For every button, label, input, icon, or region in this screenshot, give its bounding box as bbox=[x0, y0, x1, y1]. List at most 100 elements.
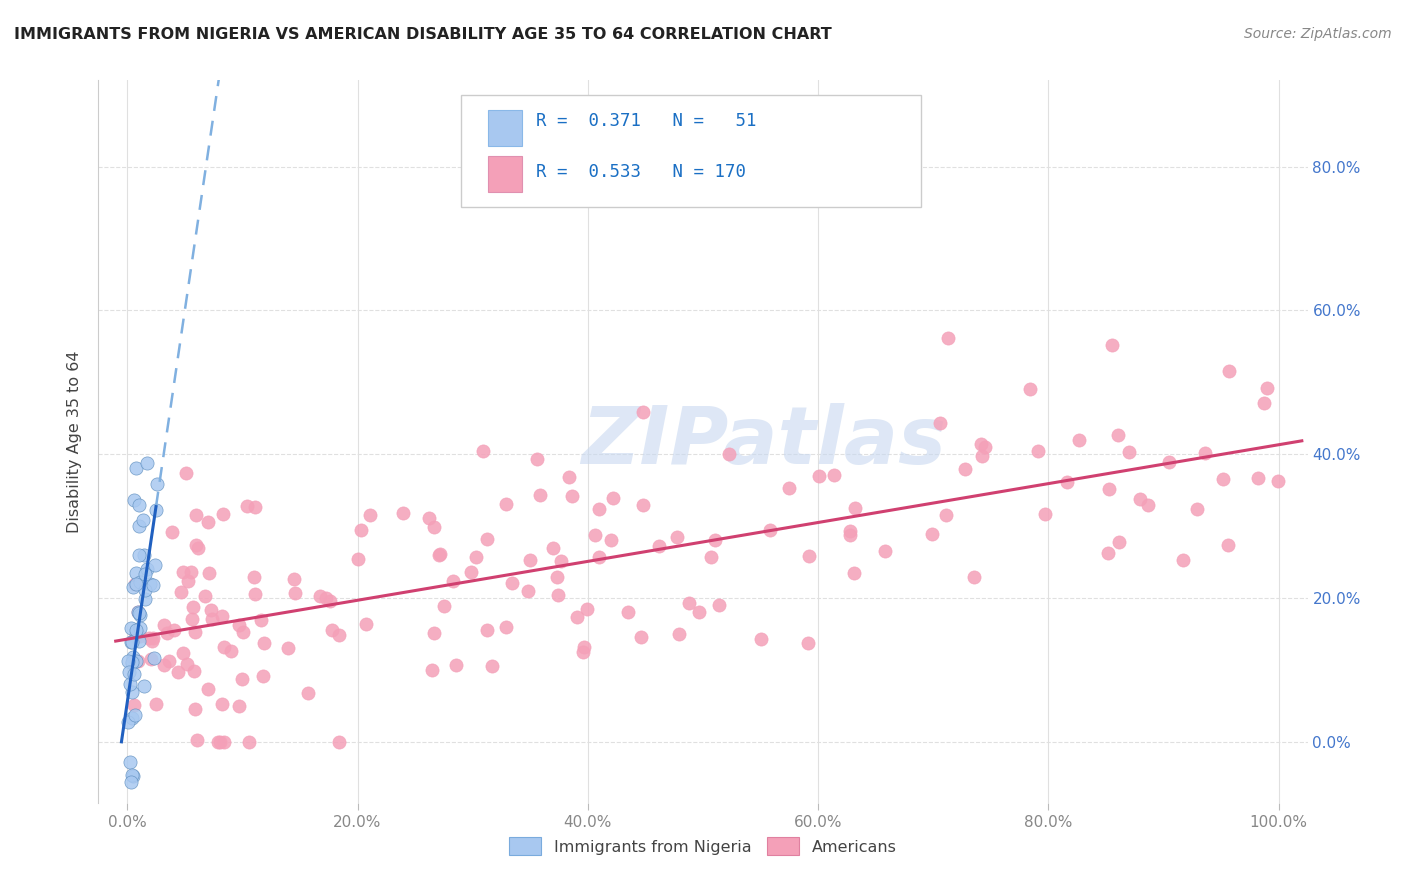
Point bbox=[1136, 498, 1159, 512]
Point bbox=[128, 575, 150, 590]
Text: ZIPatlas: ZIPatlas bbox=[581, 402, 946, 481]
Point bbox=[184, 538, 207, 552]
FancyBboxPatch shape bbox=[488, 155, 522, 192]
Point bbox=[283, 572, 305, 586]
Point bbox=[328, 734, 350, 748]
Point bbox=[125, 625, 148, 640]
Point bbox=[953, 462, 976, 476]
Point bbox=[125, 654, 148, 668]
Point bbox=[228, 698, 250, 713]
Point bbox=[152, 618, 174, 632]
Point bbox=[519, 553, 541, 567]
Point bbox=[588, 549, 610, 564]
Point bbox=[253, 635, 276, 649]
Point bbox=[128, 519, 150, 533]
Point bbox=[319, 593, 342, 607]
Point bbox=[142, 651, 165, 665]
Point bbox=[328, 628, 350, 642]
Point bbox=[170, 584, 193, 599]
Point bbox=[122, 580, 145, 594]
Point bbox=[127, 654, 149, 668]
Point bbox=[249, 613, 271, 627]
Point bbox=[243, 500, 266, 515]
Point bbox=[354, 617, 377, 632]
Point bbox=[211, 507, 233, 521]
Point bbox=[180, 612, 202, 626]
Point bbox=[117, 655, 139, 669]
Point bbox=[1194, 445, 1216, 459]
Point bbox=[160, 525, 183, 540]
Point bbox=[700, 550, 723, 565]
Point bbox=[201, 611, 224, 625]
Point bbox=[146, 477, 169, 491]
Point bbox=[516, 584, 538, 599]
Point bbox=[128, 629, 150, 643]
Point bbox=[799, 549, 821, 564]
Point bbox=[717, 447, 740, 461]
Point bbox=[797, 636, 820, 650]
Point bbox=[212, 640, 235, 654]
Point bbox=[703, 533, 725, 547]
Point bbox=[1118, 445, 1140, 459]
Point bbox=[177, 574, 200, 588]
Point bbox=[176, 657, 198, 671]
Point bbox=[970, 449, 993, 463]
Point bbox=[1212, 472, 1234, 486]
Point bbox=[122, 769, 145, 783]
FancyBboxPatch shape bbox=[488, 110, 522, 146]
Point bbox=[1097, 546, 1119, 560]
Point bbox=[844, 501, 866, 516]
Legend: Immigrants from Nigeria, Americans: Immigrants from Nigeria, Americans bbox=[501, 829, 905, 863]
Point bbox=[838, 528, 860, 542]
Point bbox=[120, 829, 142, 843]
Point bbox=[209, 734, 232, 748]
Point bbox=[471, 444, 494, 458]
Point bbox=[526, 452, 548, 467]
Point bbox=[197, 682, 219, 697]
Point bbox=[427, 548, 450, 562]
Point bbox=[128, 634, 150, 648]
Point bbox=[433, 599, 456, 613]
Point bbox=[118, 665, 141, 680]
Point bbox=[529, 488, 551, 502]
Point bbox=[688, 605, 710, 619]
Point bbox=[1067, 433, 1090, 447]
Point bbox=[475, 532, 498, 546]
Point bbox=[118, 677, 141, 691]
Point bbox=[501, 576, 523, 591]
Point bbox=[1101, 338, 1123, 352]
Point bbox=[1098, 483, 1121, 497]
Y-axis label: Disability Age 35 to 64: Disability Age 35 to 64 bbox=[67, 351, 83, 533]
Point bbox=[602, 491, 624, 505]
FancyBboxPatch shape bbox=[461, 95, 921, 207]
Point bbox=[211, 697, 233, 711]
Point bbox=[138, 632, 160, 646]
Point bbox=[127, 605, 149, 619]
Point bbox=[236, 500, 259, 514]
Point bbox=[122, 667, 145, 681]
Point bbox=[1018, 382, 1040, 396]
Point bbox=[120, 755, 142, 769]
Point bbox=[120, 634, 142, 648]
Point bbox=[142, 631, 165, 645]
Point bbox=[970, 437, 993, 451]
Point bbox=[121, 685, 143, 699]
Point bbox=[128, 606, 150, 620]
Point bbox=[315, 591, 337, 605]
Point bbox=[963, 570, 986, 584]
Point bbox=[475, 623, 498, 637]
Point bbox=[163, 623, 186, 637]
Point bbox=[1107, 428, 1129, 442]
Point bbox=[131, 512, 153, 526]
Point bbox=[228, 617, 250, 632]
Point bbox=[572, 640, 595, 655]
Text: R =  0.533   N = 170: R = 0.533 N = 170 bbox=[536, 163, 747, 181]
Text: IMMIGRANTS FROM NIGERIA VS AMERICAN DISABILITY AGE 35 TO 64 CORRELATION CHART: IMMIGRANTS FROM NIGERIA VS AMERICAN DISA… bbox=[14, 27, 832, 42]
Point bbox=[211, 609, 233, 624]
Point bbox=[558, 469, 581, 483]
Point bbox=[117, 715, 139, 730]
Point bbox=[576, 601, 599, 615]
Point bbox=[1256, 381, 1278, 395]
Point bbox=[297, 686, 319, 700]
Point bbox=[121, 634, 143, 648]
